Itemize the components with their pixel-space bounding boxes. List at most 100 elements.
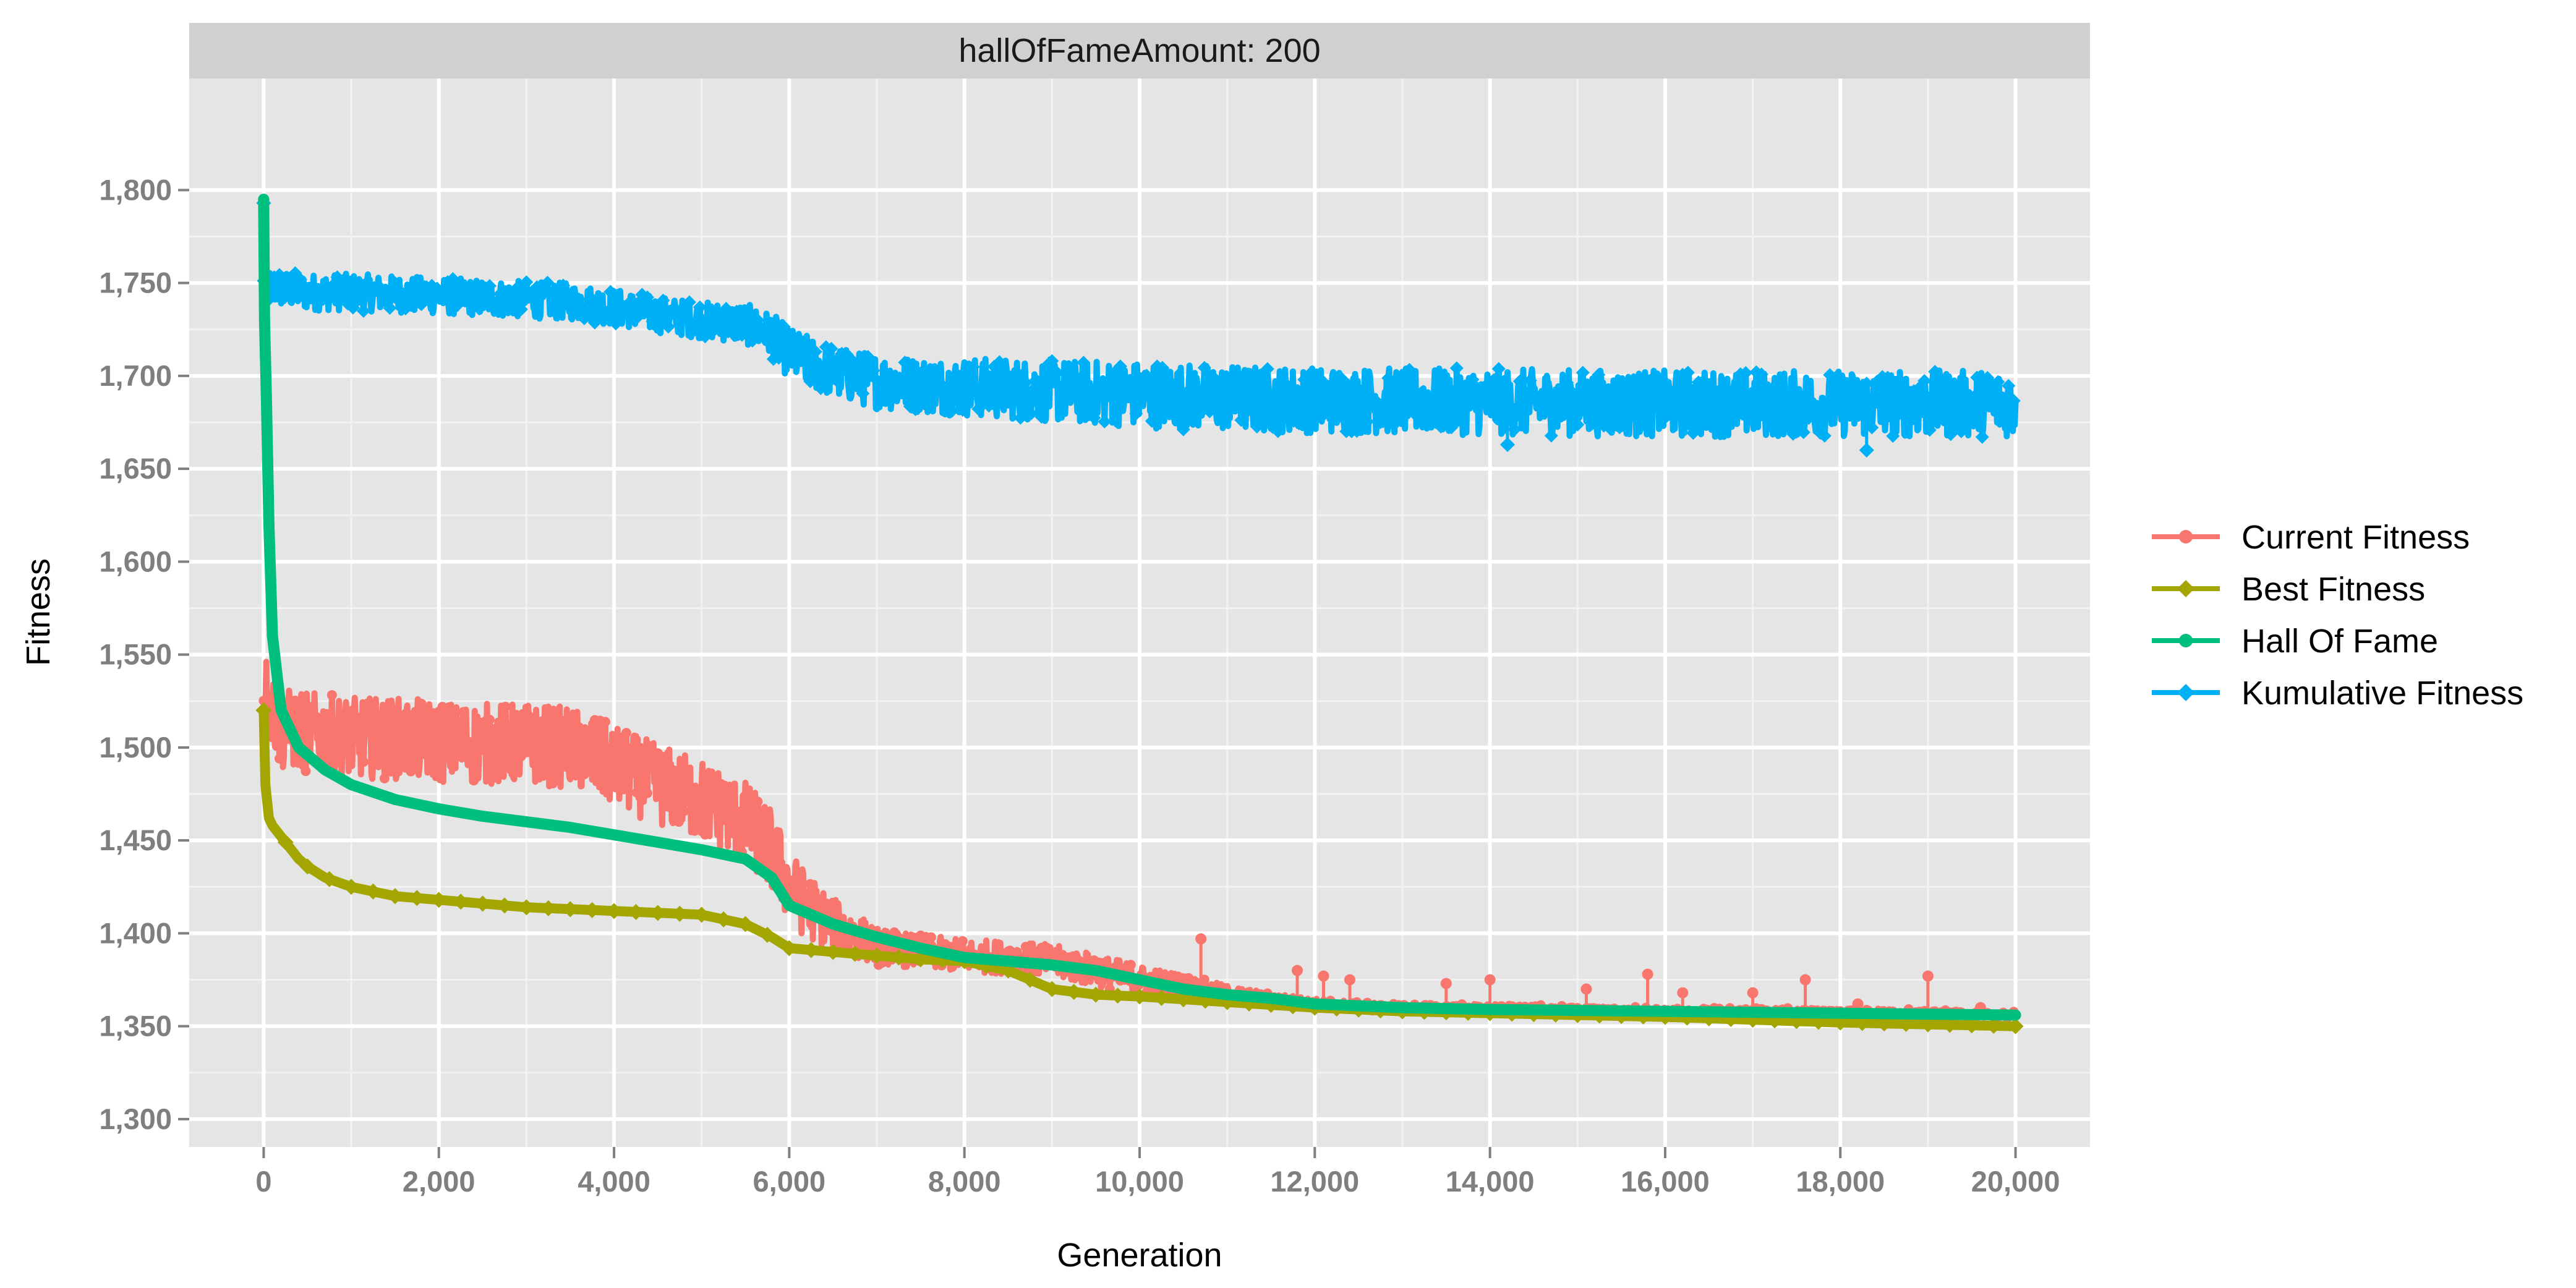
data-point bbox=[369, 730, 379, 740]
data-point bbox=[871, 375, 885, 389]
data-point bbox=[1786, 427, 1800, 441]
spike-point bbox=[1195, 933, 1207, 945]
data-point bbox=[1791, 398, 1806, 412]
data-point bbox=[803, 374, 817, 388]
data-point bbox=[1571, 417, 1585, 432]
data-point bbox=[584, 902, 600, 918]
data-point bbox=[488, 301, 502, 315]
data-point bbox=[1175, 991, 1192, 1008]
data-point bbox=[1670, 380, 1684, 395]
spike-point bbox=[1642, 968, 1653, 980]
data-point bbox=[1781, 413, 1795, 427]
data-point bbox=[889, 927, 900, 937]
data-point bbox=[678, 841, 690, 853]
data-point bbox=[816, 898, 826, 908]
data-point bbox=[730, 304, 744, 318]
data-point bbox=[477, 297, 492, 312]
data-point bbox=[1898, 1015, 1914, 1032]
data-point bbox=[869, 947, 885, 964]
data-point bbox=[421, 726, 432, 736]
data-point bbox=[1491, 362, 1506, 376]
data-point bbox=[1068, 951, 1078, 962]
data-point bbox=[684, 783, 694, 794]
data-point bbox=[1460, 381, 1474, 395]
legend-label: Kumulative Fitness bbox=[2241, 675, 2523, 712]
data-point bbox=[798, 352, 812, 366]
data-point bbox=[1418, 388, 1432, 402]
data-point bbox=[759, 926, 775, 943]
data-point bbox=[542, 717, 553, 728]
spike-point bbox=[1580, 983, 1592, 995]
data-point bbox=[260, 351, 271, 363]
data-point bbox=[1013, 411, 1028, 425]
data-point bbox=[448, 725, 458, 736]
x-tick-label: 8,000 bbox=[928, 1165, 1001, 1198]
data-point bbox=[924, 365, 938, 380]
data-point bbox=[262, 454, 273, 466]
data-point bbox=[735, 328, 749, 342]
y-tick-label: 1,750 bbox=[99, 267, 172, 299]
data-point bbox=[621, 728, 631, 738]
data-point bbox=[1576, 365, 1590, 380]
data-point bbox=[1218, 370, 1232, 385]
data-point bbox=[994, 955, 1005, 966]
data-point bbox=[1166, 378, 1180, 392]
spike-point bbox=[1344, 974, 1355, 986]
data-point bbox=[737, 916, 754, 932]
data-point bbox=[1065, 984, 1082, 1000]
data-point bbox=[726, 800, 736, 810]
data-point bbox=[326, 690, 337, 701]
data-point bbox=[640, 290, 654, 304]
data-point bbox=[1397, 379, 1411, 393]
y-tick-label: 1,800 bbox=[99, 173, 172, 206]
data-point bbox=[709, 322, 723, 336]
data-point bbox=[1125, 960, 1136, 970]
data-point bbox=[356, 304, 370, 318]
data-point bbox=[1124, 381, 1138, 395]
data-point bbox=[825, 944, 842, 960]
series-line bbox=[260, 265, 2019, 440]
legend-key-marker bbox=[2179, 634, 2193, 647]
data-point bbox=[715, 911, 732, 928]
data-point bbox=[1865, 420, 1879, 435]
data-point bbox=[1544, 429, 1558, 443]
y-axis: 1,300 1,350 1,400 1,450 1,500 1,550 1,600 1,650… bbox=[99, 173, 189, 1135]
data-point bbox=[1970, 370, 1984, 385]
data-point bbox=[672, 905, 688, 922]
data-point bbox=[1592, 368, 1606, 382]
data-point bbox=[997, 365, 1012, 379]
legend-label: Current Fitness bbox=[2241, 519, 2470, 556]
data-point bbox=[1996, 406, 2010, 420]
data-point bbox=[453, 743, 463, 753]
data-point bbox=[1255, 370, 1269, 385]
data-point bbox=[966, 360, 980, 374]
data-point bbox=[1754, 367, 1768, 382]
spike-point bbox=[1677, 987, 1689, 999]
data-point bbox=[642, 788, 652, 798]
data-point bbox=[1618, 378, 1632, 393]
data-point bbox=[1066, 377, 1080, 391]
data-point bbox=[385, 743, 395, 754]
data-point bbox=[353, 712, 364, 723]
data-point bbox=[526, 739, 537, 749]
data-point bbox=[892, 371, 906, 385]
data-point bbox=[745, 334, 759, 348]
data-point bbox=[1519, 1004, 1531, 1016]
spike-point bbox=[1484, 974, 1496, 986]
data-point bbox=[1681, 365, 1695, 380]
data-point bbox=[1581, 400, 1595, 414]
data-point bbox=[1334, 371, 1348, 385]
data-point bbox=[747, 830, 757, 840]
data-point bbox=[1985, 1017, 2002, 1034]
data-point bbox=[573, 823, 585, 835]
data-point bbox=[2002, 378, 2016, 393]
data-point bbox=[482, 279, 497, 293]
data-point bbox=[682, 295, 696, 309]
data-point bbox=[509, 282, 523, 296]
data-point bbox=[446, 271, 460, 286]
data-point bbox=[908, 402, 923, 416]
data-point bbox=[656, 293, 670, 307]
data-point bbox=[1309, 998, 1321, 1010]
data-point bbox=[337, 735, 348, 745]
